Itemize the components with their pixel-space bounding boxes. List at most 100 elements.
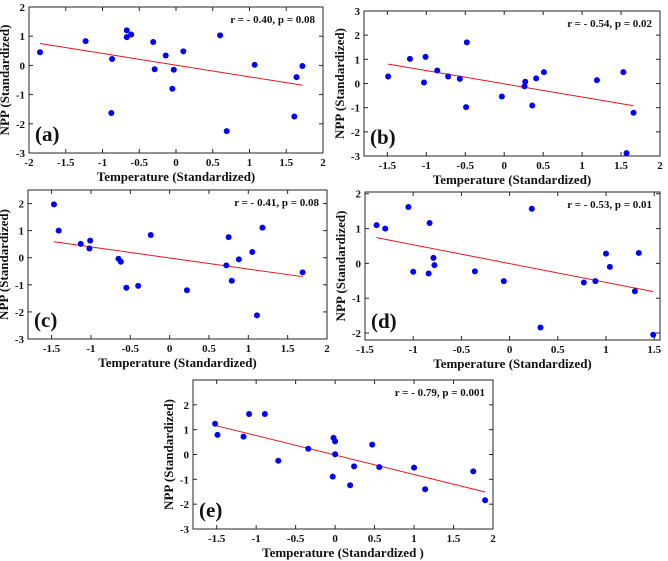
y-tick-label: 2 bbox=[184, 400, 190, 412]
data-point bbox=[109, 55, 116, 62]
y-tick-label: -3 bbox=[16, 148, 26, 160]
y-tick-label: 0 bbox=[356, 258, 362, 270]
data-point bbox=[223, 262, 230, 269]
x-tick-label: 0 bbox=[167, 343, 173, 355]
x-axis-label: Temperature (Standardized) bbox=[97, 169, 256, 184]
data-point bbox=[117, 258, 124, 265]
data-point bbox=[291, 113, 298, 120]
y-tick-label: -2 bbox=[180, 499, 190, 511]
y-tick-label: 2 bbox=[356, 189, 362, 201]
correlation-annotation: r = - 0.79, p = 0.001 bbox=[395, 387, 485, 399]
data-point bbox=[650, 331, 657, 338]
x-tick-label: -1.5 bbox=[57, 157, 75, 169]
axes-box bbox=[28, 6, 324, 154]
x-tick-label: 1 bbox=[247, 157, 253, 169]
data-point bbox=[500, 278, 507, 285]
data-point bbox=[521, 83, 528, 90]
x-tick-label: -0.5 bbox=[131, 157, 149, 169]
x-tick-label: 2 bbox=[324, 343, 330, 355]
data-point bbox=[422, 486, 429, 493]
y-tick-label: -3 bbox=[15, 334, 25, 346]
data-point bbox=[332, 451, 339, 458]
data-point bbox=[498, 93, 505, 100]
x-tick-label: -0.5 bbox=[457, 160, 475, 172]
data-point bbox=[382, 225, 389, 232]
data-point bbox=[128, 31, 135, 38]
data-point bbox=[373, 222, 380, 229]
data-point bbox=[522, 78, 529, 85]
correlation-annotation: r = - 0.40, p = 0.08 bbox=[230, 14, 315, 26]
data-point bbox=[528, 205, 535, 212]
panel-label: (e) bbox=[199, 498, 222, 522]
data-point bbox=[410, 268, 417, 275]
x-tick-label: -1 bbox=[86, 343, 95, 355]
data-point bbox=[212, 420, 219, 427]
data-point bbox=[620, 69, 627, 76]
data-point bbox=[82, 38, 89, 45]
x-tick-label: -2 bbox=[24, 157, 34, 169]
data-point bbox=[293, 74, 300, 81]
data-point bbox=[385, 73, 392, 80]
data-point bbox=[253, 312, 260, 319]
regression-line bbox=[39, 43, 303, 86]
data-point bbox=[150, 39, 157, 46]
data-point bbox=[422, 53, 429, 60]
x-tick-label: 0.5 bbox=[206, 157, 220, 169]
data-point bbox=[580, 279, 587, 286]
data-point bbox=[426, 219, 433, 226]
y-tick-label: 1 bbox=[184, 425, 190, 437]
data-point bbox=[411, 464, 418, 471]
data-point bbox=[87, 237, 94, 244]
y-tick-label: 3 bbox=[355, 6, 361, 18]
x-tick-label: 0.5 bbox=[368, 533, 382, 545]
axes-box bbox=[364, 191, 661, 341]
data-point bbox=[151, 66, 158, 73]
data-point bbox=[540, 69, 547, 76]
y-tick-label: 0 bbox=[20, 60, 26, 72]
panel-e: -1.5 -1 -0.5 0 0.5 1 1.5 2 -3 -2 -1 0 1 2 r = - 0.79, … bbox=[161, 379, 496, 560]
data-point bbox=[259, 224, 266, 231]
data-point bbox=[445, 73, 452, 80]
x-tick-label: -0.5 bbox=[287, 533, 305, 545]
y-tick-label: -2 bbox=[352, 328, 362, 340]
panel-c: -1.5 -1 -0.5 0 0.5 1 1.5 2 -3 -2 -1 0 1 2 r = - 0.41, … bbox=[0, 189, 330, 370]
x-tick-label: -1.5 bbox=[208, 533, 226, 545]
regression-line bbox=[214, 424, 486, 493]
y-axis-label: NPP (Standardized) bbox=[0, 25, 12, 136]
data-point bbox=[630, 109, 637, 116]
data-point bbox=[434, 67, 441, 74]
data-point bbox=[223, 128, 230, 135]
x-tick-label: 1.5 bbox=[281, 343, 295, 355]
data-point bbox=[299, 62, 306, 69]
regression-line bbox=[53, 241, 303, 278]
y-tick-label: -1 bbox=[180, 474, 189, 486]
x-tick-label: -1.5 bbox=[43, 343, 61, 355]
data-point bbox=[593, 77, 600, 84]
x-tick-label: -1.5 bbox=[379, 160, 397, 172]
data-point bbox=[631, 288, 638, 295]
x-tick-label: -1 bbox=[252, 533, 261, 545]
x-tick-label: -1 bbox=[409, 344, 418, 356]
y-tick-label: -3 bbox=[180, 524, 190, 536]
data-point bbox=[55, 227, 62, 234]
x-tick-label: 2 bbox=[320, 157, 326, 169]
x-tick-label: 2 bbox=[657, 160, 663, 172]
data-point bbox=[305, 445, 312, 452]
axes-box bbox=[363, 10, 661, 157]
data-point bbox=[183, 287, 190, 294]
data-point bbox=[135, 282, 142, 289]
data-point bbox=[225, 234, 232, 241]
data-point bbox=[592, 278, 599, 285]
data-point bbox=[482, 497, 489, 504]
data-point bbox=[376, 464, 383, 471]
data-point bbox=[329, 473, 336, 480]
y-tick-label: -3 bbox=[351, 151, 361, 163]
x-axis-label: Temperature (Standardized) bbox=[98, 355, 257, 370]
data-point bbox=[537, 324, 544, 331]
panel-label: (a) bbox=[35, 122, 60, 146]
data-point bbox=[246, 411, 253, 418]
data-point bbox=[431, 262, 438, 269]
y-tick-label: -2 bbox=[16, 119, 26, 131]
y-tick-label: -2 bbox=[15, 307, 25, 319]
